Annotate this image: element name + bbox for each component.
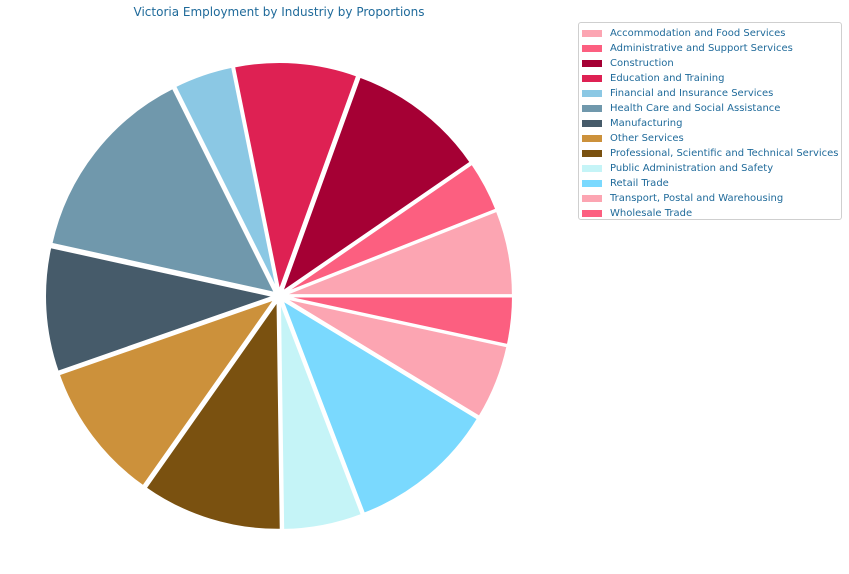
legend-item: Manufacturing: [579, 116, 841, 131]
pie-slice: [283, 295, 514, 347]
legend-item: Financial and Insurance Services: [579, 86, 841, 101]
legend-item: Accommodation and Food Services: [579, 26, 841, 41]
pie-slice: [283, 209, 514, 297]
pie-slice: [57, 297, 278, 488]
legend-label: Administrative and Support Services: [610, 43, 793, 54]
legend-item: Administrative and Support Services: [579, 41, 841, 56]
legend-swatch: [582, 210, 602, 217]
legend-label: Other Services: [610, 133, 684, 144]
legend-label: Education and Training: [610, 73, 725, 84]
chart-title: Victoria Employment by Industriy by Prop…: [133, 5, 425, 19]
legend-label: Accommodation and Food Services: [610, 28, 786, 39]
legend-swatch: [582, 105, 602, 112]
legend-swatch: [582, 135, 602, 142]
legend-label: Public Administration and Safety: [610, 163, 774, 174]
pie-slice: [232, 61, 359, 295]
legend-swatch: [582, 90, 602, 97]
legend: Accommodation and Food Services Administr…: [578, 22, 842, 220]
legend-item: Retail Trade: [579, 176, 841, 191]
legend-swatch: [582, 180, 602, 187]
legend-swatch: [582, 120, 602, 127]
pie-slice: [278, 300, 364, 531]
pie-slice: [144, 297, 282, 531]
legend-swatch: [582, 30, 602, 37]
legend-label: Financial and Insurance Services: [610, 88, 774, 99]
legend-swatch: [582, 60, 602, 67]
legend-label: Manufacturing: [610, 118, 683, 129]
pie-slice: [50, 86, 277, 295]
legend-swatch: [582, 195, 602, 202]
legend-label: Transport, Postal and Warehousing: [610, 193, 784, 204]
pie-chart: [44, 61, 514, 531]
pie-slice: [44, 245, 278, 374]
legend-item: Wholesale Trade: [579, 206, 841, 221]
legend-swatch: [582, 75, 602, 82]
legend-item: Education and Training: [579, 71, 841, 86]
legend-item: Professional, Scientific and Technical S…: [579, 146, 841, 161]
legend-label: Retail Trade: [610, 178, 669, 189]
pie-slice: [283, 296, 509, 419]
legend-swatch: [582, 45, 602, 52]
pie-slice: [280, 75, 473, 295]
legend-label: Wholesale Trade: [610, 208, 693, 219]
legend-label: Construction: [610, 58, 674, 69]
legend-label: Health Care and Social Assistance: [610, 103, 781, 114]
legend-item: Public Administration and Safety: [579, 161, 841, 176]
pie-slice: [173, 65, 279, 292]
legend-swatch: [582, 165, 602, 172]
legend-swatch: [582, 150, 602, 157]
pie-slice: [280, 297, 480, 515]
legend-label: Professional, Scientific and Technical S…: [610, 148, 839, 159]
legend-item: Transport, Postal and Warehousing: [579, 191, 841, 206]
legend-item: Health Care and Social Assistance: [579, 101, 841, 116]
pie-slice: [282, 162, 498, 295]
legend-item: Other Services: [579, 131, 841, 146]
legend-item: Construction: [579, 56, 841, 71]
